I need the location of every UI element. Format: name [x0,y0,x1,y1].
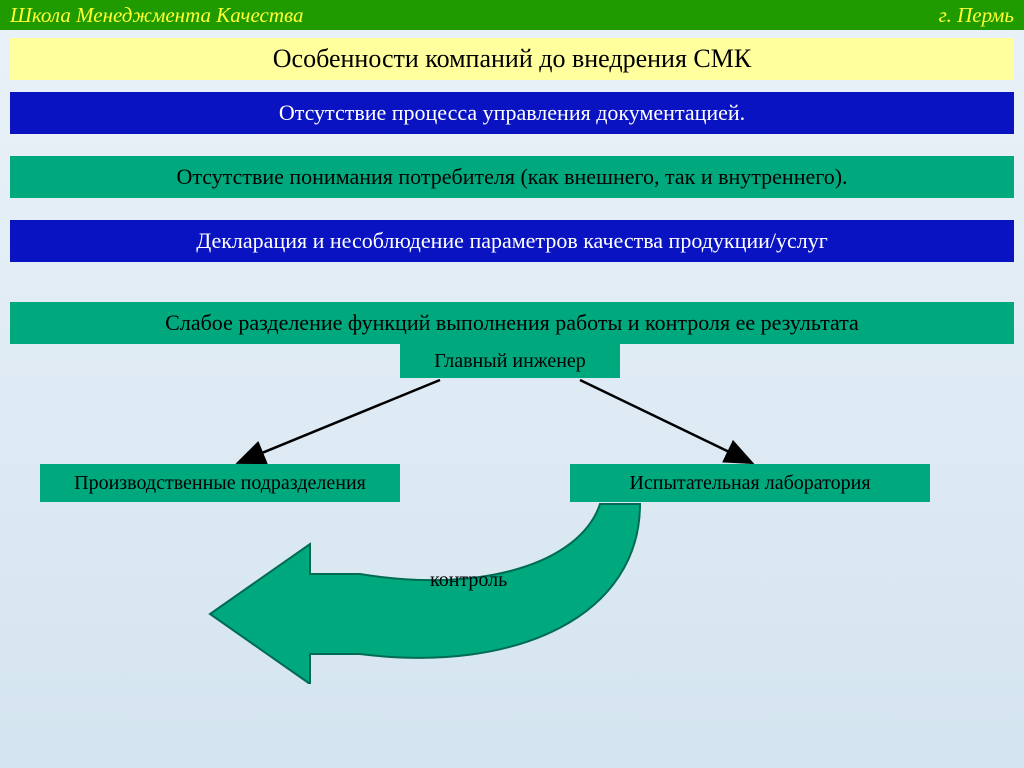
node-chief-engineer: Главный инженер [400,344,620,378]
band-doc-management: Отсутствие процесса управления документа… [10,92,1014,134]
band-weak-separation: Слабое разделение функций выполнения раб… [10,302,1014,344]
diagram-area: Главный инженер Производственные подразд… [10,344,1014,684]
header-bar: Школа Менеджмента Качества г. Пермь [0,0,1024,30]
page-title: Особенности компаний до внедрения СМК [10,38,1014,80]
header-left: Школа Менеджмента Качества [10,3,303,28]
curved-control-arrow [200,494,650,684]
control-label: контроль [430,569,507,592]
header-right: г. Пермь [939,3,1014,28]
band-consumer-understanding: Отсутствие понимания потребителя (как вн… [10,156,1014,198]
band-quality-declaration: Декларация и несоблюдение параметров кач… [10,220,1014,262]
